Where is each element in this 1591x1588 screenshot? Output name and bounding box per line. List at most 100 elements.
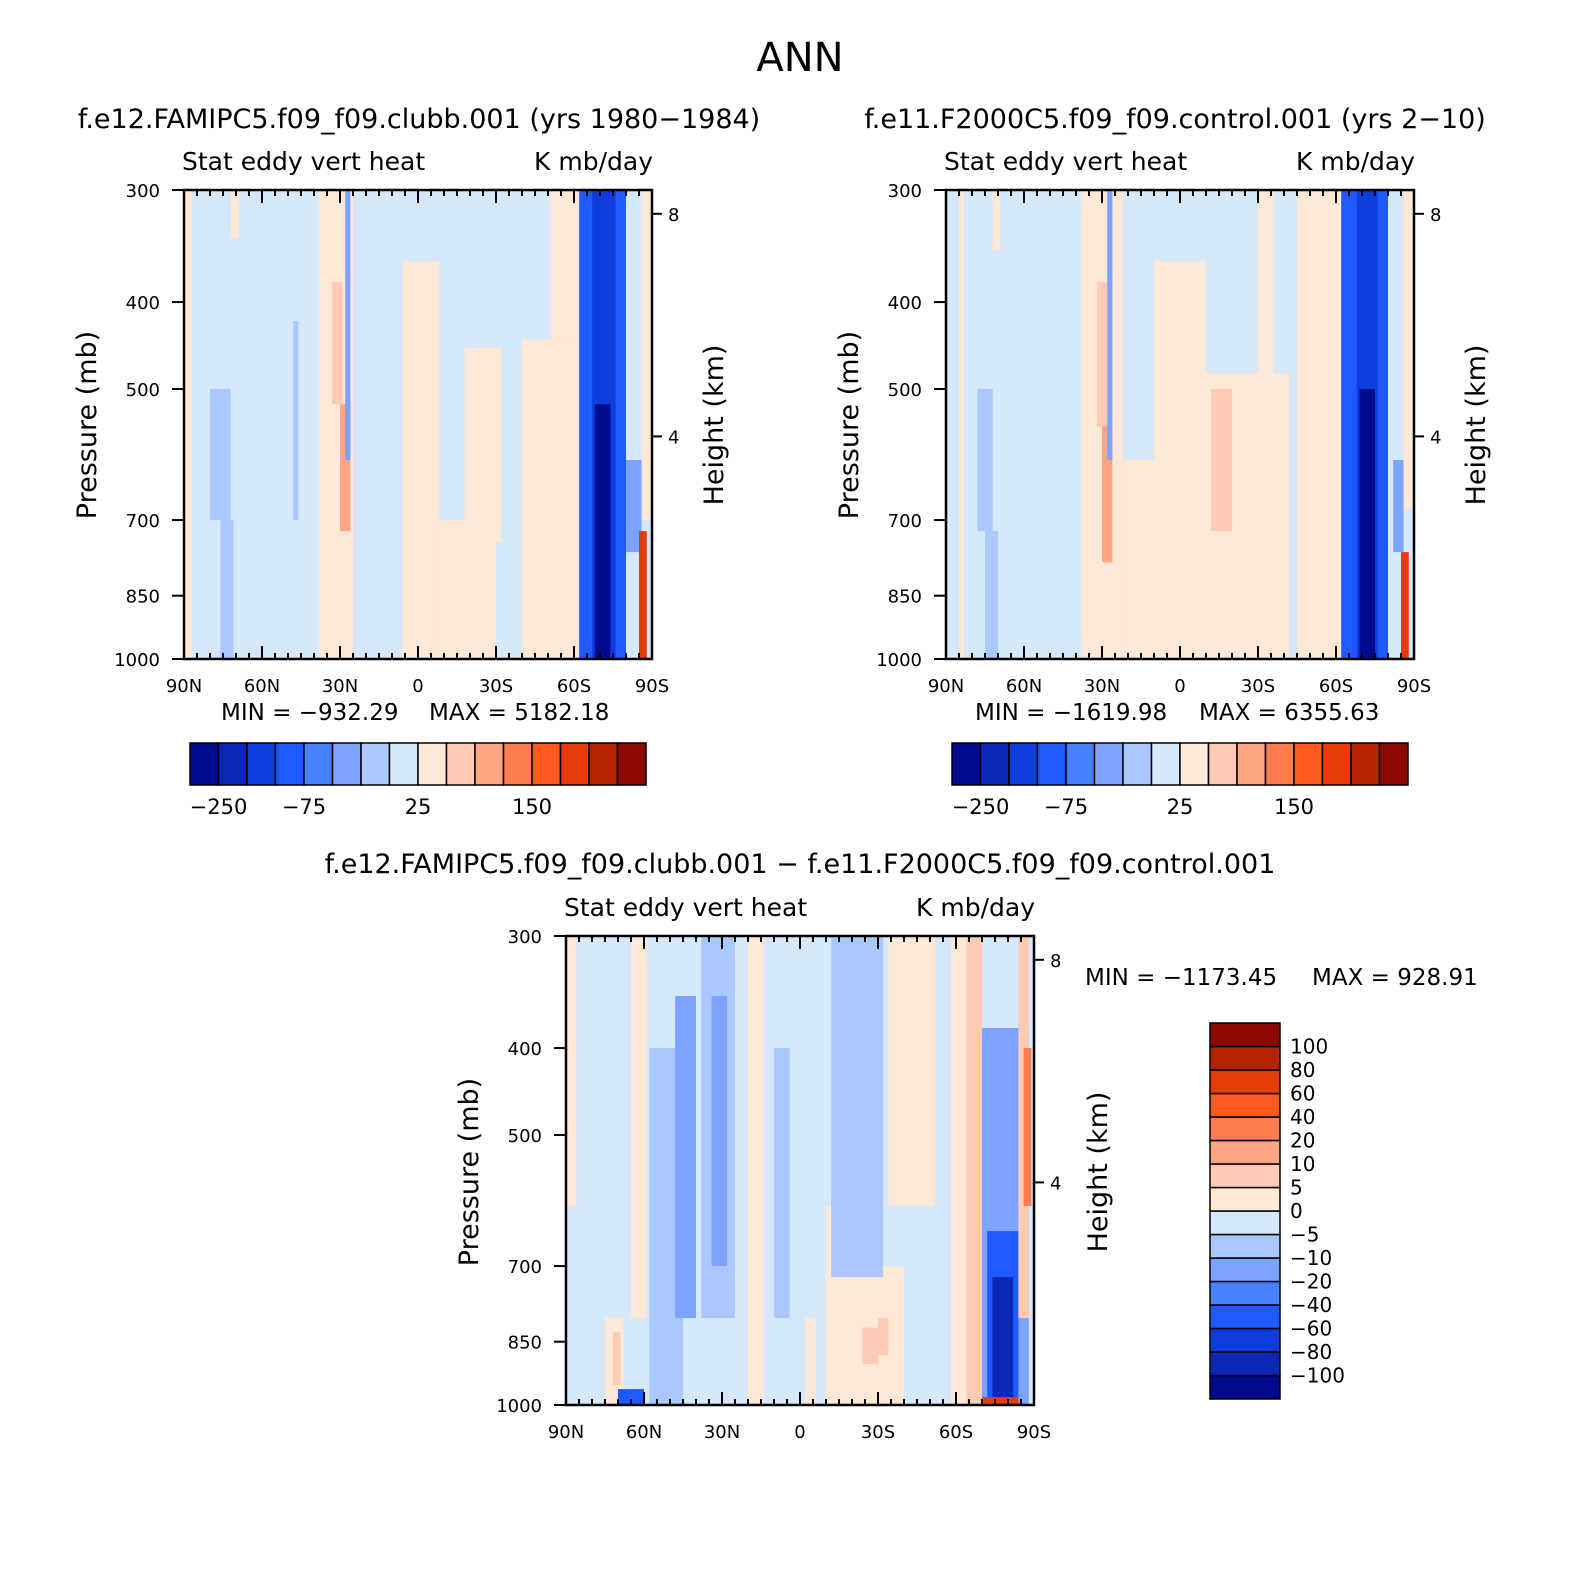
panel-test-colorbar-box [445,742,476,786]
panel-diff-ytick-label: 1000 [496,1396,542,1417]
panel-diff-right-label: K mb/day [916,893,1035,922]
panel-diff-y2label: Height (km) [1083,1092,1114,1253]
panel-diff-colorbar-label: −60 [1290,1317,1332,1341]
panel-diff-xtick-label: 30N [704,1422,740,1443]
panel-test-contour-region [340,404,351,532]
panel-diff-xtick-label: 0 [794,1422,805,1443]
panel-test-colorbar-label: 25 [405,795,432,819]
panel-test-colorbar: −250 −75 25 150 [189,742,647,819]
panel-diff-ylabel: Pressure (mb) [454,1078,485,1266]
panel-control-max-label: MAX = 6355.63 [1199,700,1379,726]
panel-test-colorbar-box [217,742,248,786]
panel-test-ytick-label: 400 [126,293,160,314]
panel-diff-y2tick-label: 8 [1050,951,1061,972]
panel-diff-contour-region [566,936,577,1207]
panel-control-colorbar-box [1008,742,1039,786]
panel-control-colorbar-box [1150,742,1181,786]
panel-diff-y2tick-label: 4 [1050,1173,1061,1194]
panel-diff-colorbar-box [1209,1210,1281,1236]
panel-diff-ytick-label: 700 [508,1257,542,1278]
panel-control-colorbar-box [1350,742,1381,786]
panel-control-y2tick-label: 8 [1430,205,1441,226]
panel-diff-xtick-label: 60S [939,1422,973,1443]
panel-test-xtick-label: 30S [479,676,513,697]
panel-diff-xtick-label: 60N [626,1422,662,1443]
panel-test-colorbar-label: 150 [512,795,552,819]
panel-control-right-label: K mb/day [1296,147,1415,176]
panel-test-contour-region [639,531,647,659]
panel-test-colorbar-box [331,742,362,786]
panel-test-contour-region [464,347,502,542]
panel-diff-colorbar-box [1209,1257,1281,1283]
panel-test-colorbar-box [360,742,391,786]
panel-diff-contour-region [982,1397,1019,1405]
panel-control-plot: 90N 60N 30N 0 30S 60S 90S 300 400 500 700 850 1000 8 4 [876,181,1441,697]
panel-control-colorbar-box [1036,742,1067,786]
panel-test-right-label: K mb/day [534,147,653,176]
panel-control-ytick-label: 400 [888,293,922,314]
panel-control-contour-region [1401,552,1409,659]
panel-test: f.e12.FAMIPC5.f09_f09.clubb.001 (yrs 198… [72,104,760,819]
panel-diff-colorbar-label: −20 [1290,1270,1332,1294]
panel-test-contour-region [230,190,239,239]
panel-diff-colorbar-box [1209,1069,1281,1095]
panel-diff-colorbar-label: −40 [1290,1293,1332,1317]
panel-control-contour-region [985,531,998,659]
panel-test-contour-region [210,388,231,521]
panel-test-ytick-label: 500 [126,380,160,401]
panel-test-contour-region [550,190,580,340]
panel-diff-colorbar-label: 20 [1290,1129,1315,1153]
panel-control-colorbar-label: 150 [1274,795,1314,819]
panel-diff-min-label: MIN = −1173.45 [1085,965,1277,991]
panel-test-plot: 90N 60N 30N 0 30S 60S 90S 300 400 500 700 850 1000 8 4 [114,181,679,697]
panel-diff-colorbar-box [1209,1280,1281,1306]
panel-test-contour-region [438,520,496,659]
panel-control: f.e11.F2000C5.f09_f09.control.001 (yrs 2… [834,104,1492,819]
panel-diff-colorbar-label: −80 [1290,1340,1332,1364]
panel-test-colorbar-label: −75 [282,795,326,819]
panel-test-colorbar-box [531,742,562,786]
panel-diff-colorbar-box [1209,1304,1281,1330]
panel-control-ytick-label: 300 [888,181,922,202]
panel-test-contour-region [345,190,351,461]
panel-test-colorbar-box [189,742,220,786]
panel-control-contour-region [1154,261,1206,659]
panel-diff-colorbar-box [1209,1022,1281,1048]
panel-control-contour-region [1297,190,1342,659]
panel-diff-contour-region [862,1327,878,1364]
panel-test-y2tick-label: 8 [668,205,679,226]
panel-diff-colorbar-box [1209,1186,1281,1212]
panel-test-contour-region [402,261,439,659]
panel-control-ytick-label: 1000 [876,650,922,671]
panel-diff-contour-region [831,936,884,1278]
panel-control-contour-region [1211,388,1232,532]
panel-test-min-label: MIN = −932.29 [221,700,398,726]
panel-diff-colorbar-box [1209,1327,1281,1353]
panel-test-contour-region [220,520,234,659]
panel-test-xtick-label: 0 [412,676,423,697]
panel-control-contour-region [1403,190,1414,509]
panel-control-colorbar-label: −75 [1044,795,1088,819]
panel-diff-contour-region [675,996,696,1319]
panel-diff-contour-region [888,936,936,1207]
panel-test-colorbar-box [502,742,533,786]
panel-control-contour-region [959,190,965,659]
panel-control-left-label: Stat eddy vert heat [944,147,1187,176]
panel-control-y2label: Height (km) [1461,345,1492,506]
panel-control-ytick-label: 850 [888,587,922,608]
panel-test-contour-region [641,190,652,521]
panel-control-colorbar-box [1179,742,1210,786]
panel-control-colorbar-label: −250 [952,795,1010,819]
panel-control-contour-region [977,388,993,532]
panel-diff-colorbar-box [1209,1233,1281,1259]
panel-control-colorbar-box [1236,742,1267,786]
panel-control-case-title: f.e11.F2000C5.f09_f09.control.001 (yrs 2… [864,104,1486,135]
panel-diff-colorbar-box [1209,1092,1281,1118]
panel-diff-colorbar-label: −100 [1290,1364,1345,1388]
panel-diff-colorbar-box [1209,1374,1281,1400]
panel-control-contour-region [1359,388,1375,659]
panel-diff-contour-region [612,1332,621,1386]
panel-test-ytick-label: 1000 [114,650,160,671]
panel-diff-ytick-label: 500 [508,1126,542,1147]
